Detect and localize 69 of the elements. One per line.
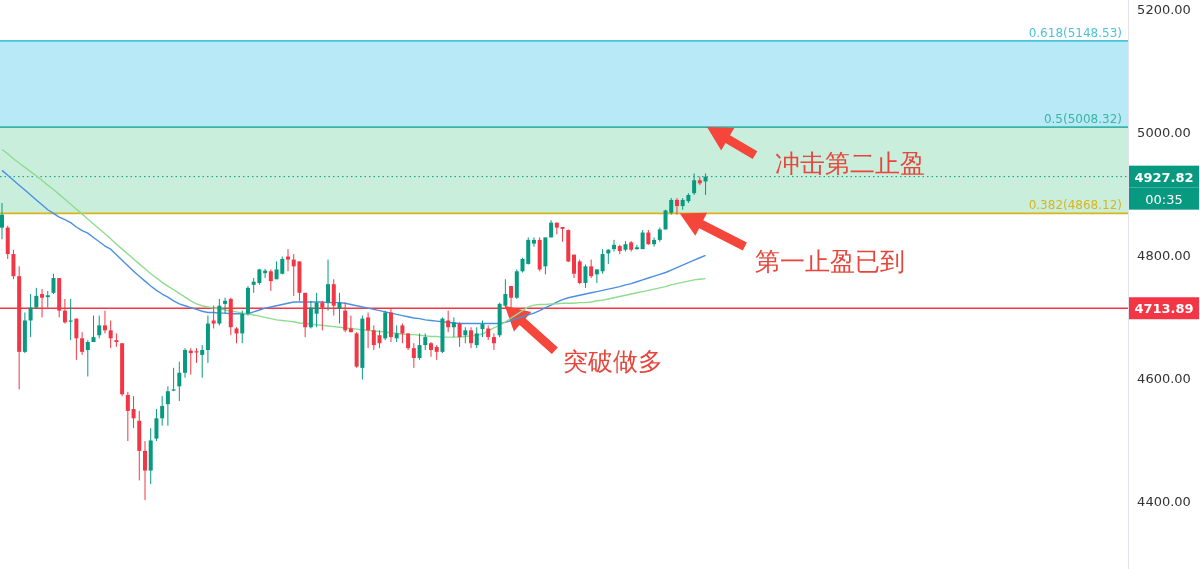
candlestick <box>74 318 79 361</box>
candlestick <box>286 248 290 272</box>
candlestick <box>417 332 422 361</box>
candlestick <box>154 408 159 442</box>
candlestick <box>692 172 697 196</box>
annotation: 突破做多 <box>562 346 663 376</box>
candlestick <box>183 347 188 379</box>
candlestick <box>583 264 588 289</box>
candlestick <box>429 341 433 358</box>
candlestick <box>0 202 4 240</box>
candlestick <box>125 391 130 442</box>
candlestick <box>268 268 273 292</box>
candlestick <box>634 244 639 251</box>
candlestick <box>577 259 582 285</box>
candlestick <box>28 293 33 338</box>
candlestick <box>143 440 147 501</box>
candlestick <box>594 268 599 284</box>
candlestick <box>652 236 657 248</box>
candlestick <box>600 248 605 275</box>
candlestick <box>337 292 342 325</box>
candlestick <box>223 297 228 315</box>
candlestick <box>217 298 222 326</box>
candlestick <box>308 300 313 329</box>
y-tick-label: 4400.00 <box>1137 494 1191 510</box>
candlestick <box>326 259 331 312</box>
candlestick <box>85 339 90 377</box>
candlestick <box>411 342 416 369</box>
candlestick <box>469 326 474 349</box>
annotation: 冲击第二止盈 <box>774 149 925 179</box>
candlestick <box>160 395 165 427</box>
candlestick <box>200 344 205 379</box>
y-tick-label: 5200.00 <box>1137 2 1191 18</box>
candlestick <box>240 310 245 344</box>
candlestick <box>51 273 56 295</box>
candlestick <box>108 319 113 349</box>
candlestick <box>91 315 96 343</box>
candlestick <box>165 385 170 427</box>
candlestick <box>131 395 136 429</box>
y-tick-label: 4800.00 <box>1137 248 1191 264</box>
ref-line-label: 0.5(5008.32) <box>1043 112 1122 127</box>
candlestick <box>531 236 536 248</box>
candlestick <box>97 315 102 339</box>
candlestick <box>491 332 496 351</box>
candlestick <box>674 197 679 216</box>
candlestick <box>34 287 39 310</box>
candlestick <box>451 316 456 338</box>
y-tick-label: 4713.89 <box>1134 301 1194 317</box>
candlestick <box>314 292 319 328</box>
annotation: 第一止盈已到 <box>754 247 905 277</box>
y-tick-label: 5000.00 <box>1137 125 1191 141</box>
y-tick-label: 4600.00 <box>1137 371 1191 387</box>
candlestick <box>348 315 353 333</box>
candlestick <box>474 326 479 349</box>
candlestick <box>446 310 451 333</box>
candlestick <box>589 259 594 279</box>
text: 00:35 <box>1145 191 1183 207</box>
candlestick <box>68 298 73 341</box>
y-tick-label: 4927.82 <box>1134 169 1194 185</box>
candlestick <box>371 324 376 351</box>
candlestick <box>400 323 405 344</box>
candlestick <box>11 249 16 280</box>
candlestick <box>457 321 462 348</box>
candlestick <box>102 310 107 334</box>
candlestick <box>612 239 617 253</box>
ref-line-label: 0.382(4868.12) <box>1028 198 1122 213</box>
candlestick <box>366 311 371 349</box>
ref-line-label: 0.618(5148.53) <box>1028 25 1122 40</box>
candlestick <box>80 331 85 356</box>
candlestick <box>177 361 182 402</box>
